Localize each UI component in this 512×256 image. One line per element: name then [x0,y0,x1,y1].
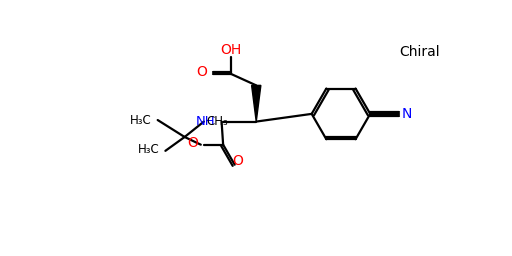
Text: N: N [401,107,412,121]
Text: NH: NH [196,115,216,128]
Text: O: O [196,65,207,79]
Text: H₃C: H₃C [138,143,159,156]
Text: CH₃: CH₃ [207,115,229,128]
Polygon shape [251,86,261,122]
Text: Chiral: Chiral [399,45,440,59]
Text: O: O [232,154,243,168]
Text: O: O [187,136,198,150]
Text: H₃C: H₃C [130,114,152,126]
Text: OH: OH [220,43,242,57]
